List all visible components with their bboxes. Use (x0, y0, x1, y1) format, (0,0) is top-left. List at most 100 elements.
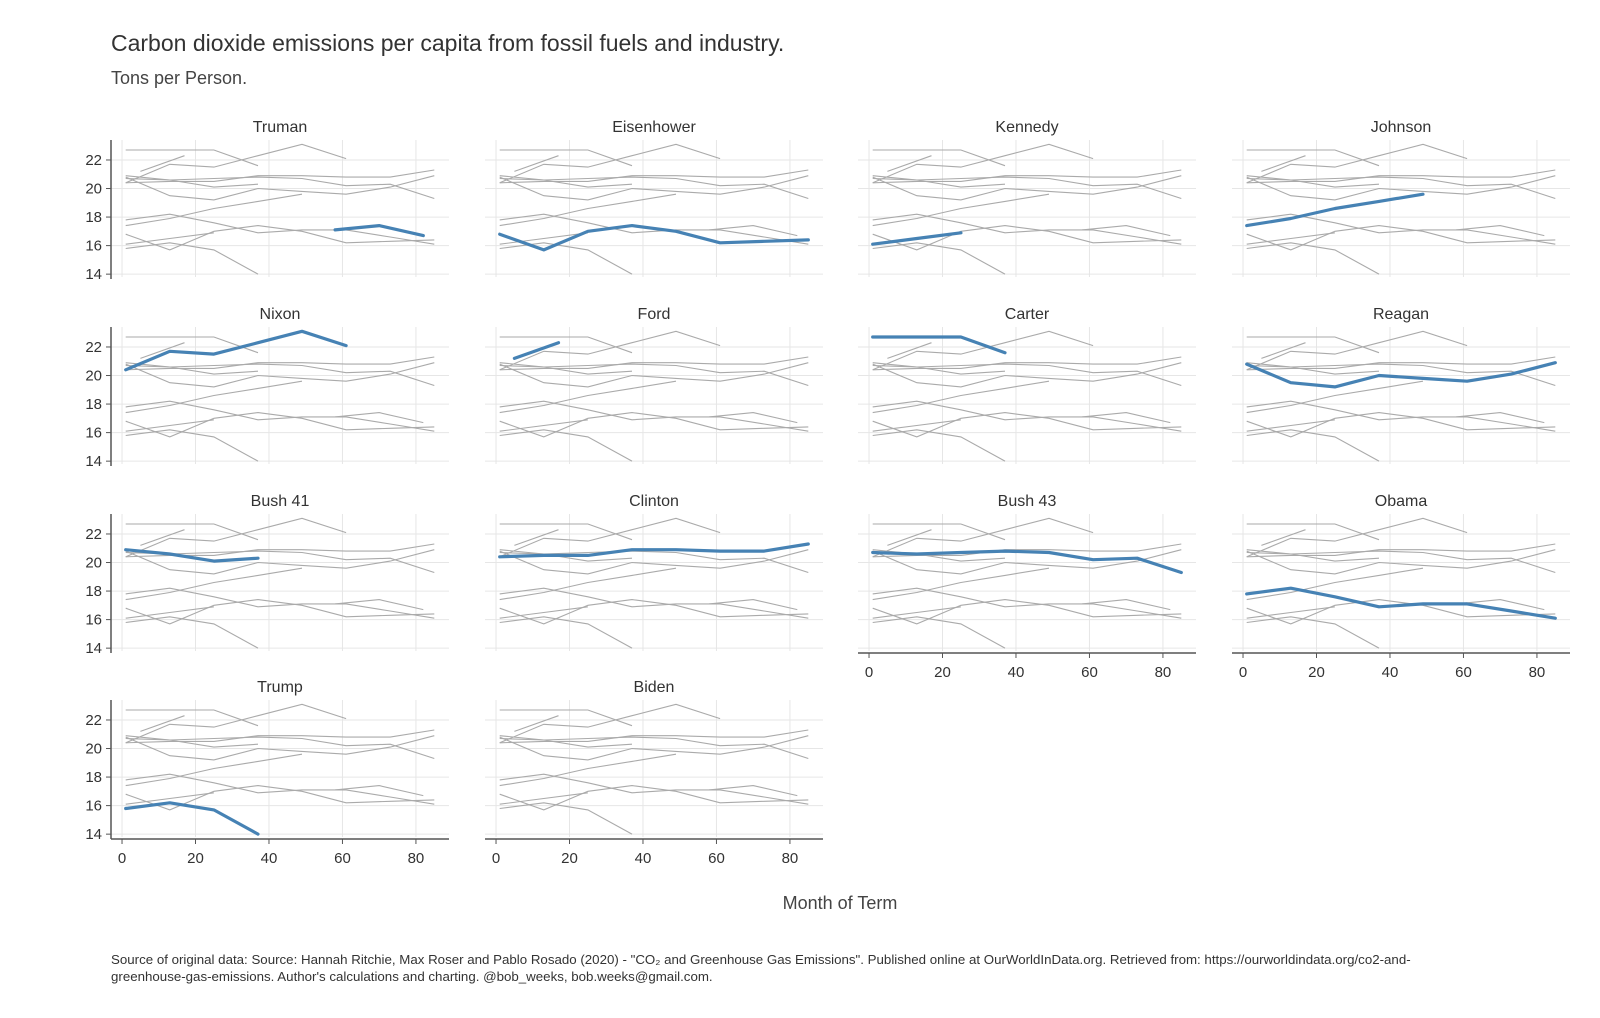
background-line-truman (709, 599, 798, 611)
background-line-johnson (125, 380, 303, 414)
y-tick-label: 22 (85, 526, 102, 543)
y-tick-label: 14 (85, 266, 102, 283)
background-line-clinton (1246, 543, 1556, 558)
background-line-nixon (872, 330, 1094, 371)
background-line-ford (1261, 529, 1306, 546)
background-line-bush-41 (125, 362, 259, 375)
background-line-eisenhower (1246, 599, 1556, 625)
y-tick-label: 16 (85, 425, 102, 442)
background-line-eisenhower (872, 599, 1182, 625)
background-line-obama (499, 213, 809, 245)
panel-title-obama: Obama (1375, 493, 1428, 510)
background-line-clinton (872, 543, 1182, 558)
background-line-eisenhower (499, 412, 809, 438)
panel-clinton: Clinton (485, 493, 823, 651)
background-line-trump (872, 616, 1006, 649)
background-line-obama (125, 773, 435, 805)
background-line-johnson (125, 567, 303, 601)
panel-bush-41: Bush 41 14 16 18 20 22 (85, 493, 449, 657)
background-line-eisenhower (125, 225, 435, 251)
background-line-eisenhower (125, 412, 435, 438)
background-line-bush-43 (499, 736, 809, 760)
background-line-ford (514, 715, 559, 732)
background-line-obama (125, 587, 435, 619)
background-line-johnson (872, 567, 1050, 601)
x-tick-label: 40 (261, 850, 278, 867)
background-line-bush-43 (499, 550, 809, 574)
background-line-ford (140, 529, 185, 546)
background-line-kennedy (499, 232, 588, 245)
background-line-johnson (499, 753, 677, 787)
background-line-obama (872, 400, 1182, 432)
panel-title-truman: Truman (253, 119, 308, 136)
panel-title-biden: Biden (634, 679, 675, 696)
background-line-kennedy (499, 792, 588, 805)
y-tick-label: 20 (85, 368, 102, 385)
panel-carter: Carter (858, 306, 1196, 464)
background-line-johnson (125, 753, 303, 787)
panel-title-eisenhower: Eisenhower (612, 119, 696, 136)
background-line-carter (499, 709, 633, 727)
highlight-line-truman (333, 224, 425, 238)
x-tick-label: 20 (561, 850, 578, 867)
background-line-trump (499, 429, 633, 462)
background-line-kennedy (499, 419, 588, 432)
background-line-johnson (1246, 567, 1424, 601)
chart-subtitle: Tons per Person. (111, 68, 248, 88)
background-line-nixon (1246, 517, 1468, 558)
x-tick-label: 0 (865, 664, 873, 681)
background-line-johnson (499, 567, 677, 601)
x-axis-title-text: Month of Term (782, 893, 898, 913)
panel-biden: Biden 0 20 40 60 80 (485, 679, 823, 867)
background-line-carter (1246, 336, 1380, 354)
panel-nixon: Nixon 14 16 18 20 22 (85, 306, 449, 470)
background-line-nixon (499, 703, 721, 744)
highlight-line-carter (871, 335, 1007, 355)
panel-obama: Obama 0 20 40 60 80 (1232, 493, 1570, 681)
background-line-bush-43 (1246, 363, 1556, 387)
x-tick-label: 20 (187, 850, 204, 867)
background-line-johnson (499, 193, 677, 227)
background-line-ford (887, 342, 932, 359)
background-line-truman (335, 599, 424, 611)
panel-eisenhower: Eisenhower (485, 119, 823, 277)
background-line-reagan (499, 549, 809, 575)
background-line-nixon (1246, 143, 1468, 184)
panel-ford: Ford (485, 306, 823, 464)
background-line-ford (514, 155, 559, 172)
panel-kennedy: Kennedy (858, 119, 1196, 277)
highlight-line-bush-43 (871, 549, 1183, 575)
background-line-bush-41 (499, 735, 633, 748)
y-tick-label: 16 (85, 798, 102, 815)
x-tick-label: 60 (334, 850, 351, 867)
background-line-ford (887, 155, 932, 172)
background-line-nixon (872, 143, 1094, 184)
y-tick-label: 20 (85, 555, 102, 572)
background-line-johnson (499, 380, 677, 414)
x-tick-label: 20 (1308, 664, 1325, 681)
background-line-kennedy (1246, 232, 1335, 245)
background-line-obama (499, 773, 809, 805)
background-line-trump (499, 616, 633, 649)
chart-title: Carbon dioxide emissions per capita from… (111, 30, 785, 56)
background-line-bush-41 (499, 549, 633, 562)
background-line-bush-43 (499, 176, 809, 200)
background-line-truman (1082, 225, 1171, 237)
x-tick-label: 40 (1382, 664, 1399, 681)
panel-title-bush-43: Bush 43 (998, 493, 1057, 510)
background-line-obama (499, 400, 809, 432)
panel-trump: Trump 14 16 18 20 22 0 20 40 60 80 (85, 679, 449, 867)
y-tick-label: 16 (85, 612, 102, 629)
background-line-truman (709, 225, 798, 237)
background-line-reagan (499, 362, 809, 388)
panel-johnson: Johnson (1232, 119, 1570, 277)
background-line-bush-43 (499, 363, 809, 387)
background-line-ford (140, 342, 185, 359)
background-line-johnson (872, 193, 1050, 227)
background-line-reagan (125, 735, 435, 761)
background-line-truman (335, 412, 424, 424)
background-line-kennedy (872, 606, 961, 619)
background-line-eisenhower (872, 225, 1182, 251)
background-line-nixon (499, 330, 721, 371)
